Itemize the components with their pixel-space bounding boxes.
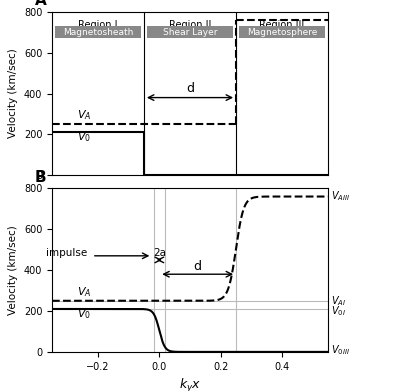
Text: Magnetosphere: Magnetosphere xyxy=(247,28,317,37)
Text: $V_{0I}$: $V_{0I}$ xyxy=(331,304,346,317)
Text: $V_{0III}$: $V_{0III}$ xyxy=(331,343,350,357)
Bar xyxy=(55,27,141,38)
Text: $V_0$: $V_0$ xyxy=(76,307,90,321)
Text: A: A xyxy=(35,0,46,9)
Text: $V_{AI}$: $V_{AI}$ xyxy=(331,294,346,308)
Bar xyxy=(239,27,325,38)
Text: Shear Layer: Shear Layer xyxy=(163,28,217,37)
Text: Magnetosheath: Magnetosheath xyxy=(63,28,133,37)
Text: Region I: Region I xyxy=(78,20,118,30)
Text: impulse: impulse xyxy=(46,248,87,258)
Text: d: d xyxy=(186,83,194,95)
Y-axis label: Velocity (km/sec): Velocity (km/sec) xyxy=(8,225,18,315)
Text: Region III: Region III xyxy=(259,20,305,30)
Text: Region II: Region II xyxy=(169,20,211,30)
Text: $V_A$: $V_A$ xyxy=(76,285,91,299)
Text: $V_{AIII}$: $V_{AIII}$ xyxy=(331,190,350,203)
Y-axis label: Velocity (km/sec): Velocity (km/sec) xyxy=(8,48,18,138)
Text: B: B xyxy=(35,170,46,185)
Text: 2a: 2a xyxy=(153,248,166,258)
Text: $V_0$: $V_0$ xyxy=(76,131,90,144)
X-axis label: $k_y x$: $k_y x$ xyxy=(179,377,201,391)
Text: $V_A$: $V_A$ xyxy=(76,108,91,122)
Bar xyxy=(147,27,233,38)
Text: d: d xyxy=(194,260,202,273)
